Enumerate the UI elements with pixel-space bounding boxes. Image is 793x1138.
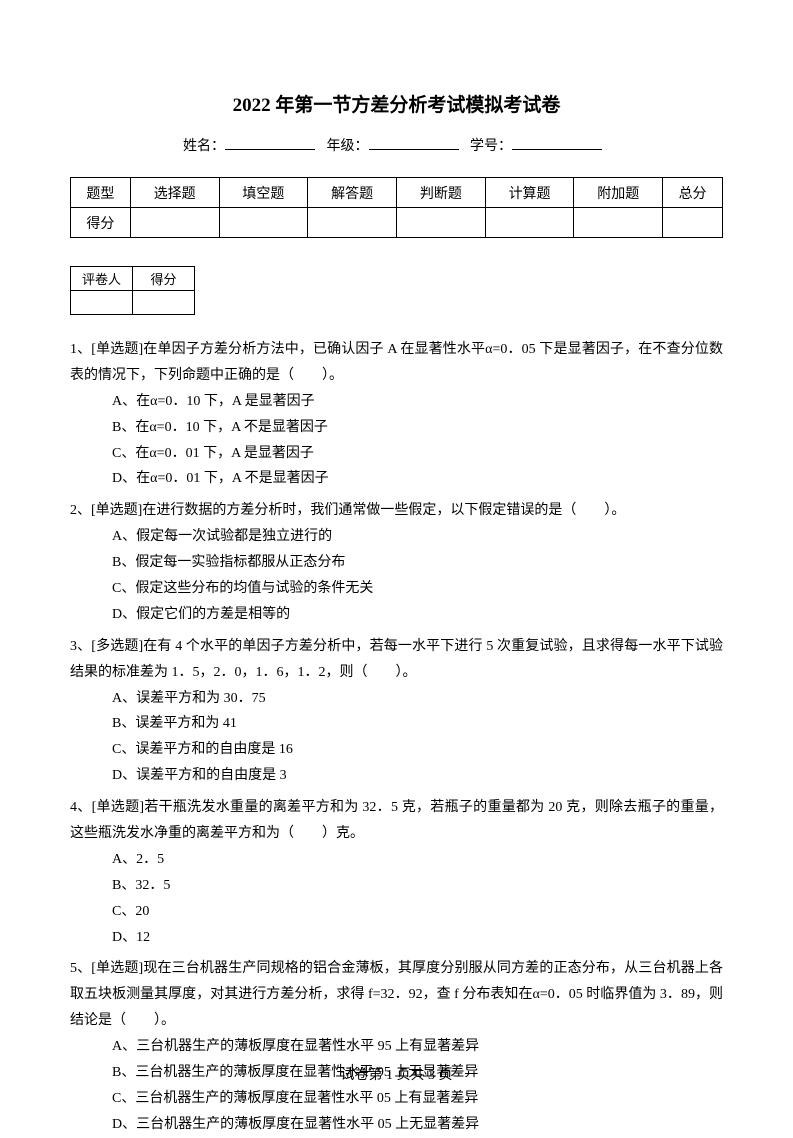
grade-blank[interactable] — [369, 149, 459, 150]
question-type: [单选题] — [91, 342, 143, 357]
option-a: A、2．5 — [70, 847, 723, 873]
question-type: [单选题] — [92, 800, 144, 815]
grade-label: 年级： — [327, 139, 369, 154]
question-text: 3、[多选题]在有 4 个水平的单因子方差分析中，若每一水平下进行 5 次重复试… — [70, 634, 723, 686]
score-cell[interactable] — [485, 208, 574, 238]
question-text: 5、[单选题]现在三台机器生产同规格的铝合金薄板，其厚度分别服从同方差的正态分布… — [70, 956, 723, 1034]
score-header-cell: 解答题 — [308, 178, 397, 208]
name-blank[interactable] — [225, 149, 315, 150]
option-b: B、32．5 — [70, 873, 723, 899]
score-cell[interactable] — [663, 208, 723, 238]
question-num: 5、 — [70, 961, 91, 976]
option-c: C、假定这些分布的均值与试验的条件无关 — [70, 576, 723, 602]
score-header-cell: 总分 — [663, 178, 723, 208]
option-a: A、误差平方和为 30．75 — [70, 686, 723, 712]
question-body: 在单因子方差分析方法中，已确认因子 A 在显著性水平α=0．05 下是显著因子，… — [70, 342, 723, 383]
score-cell[interactable] — [130, 208, 219, 238]
number-blank[interactable] — [512, 149, 602, 150]
grader-score-value[interactable] — [133, 291, 195, 315]
grader-label: 评卷人 — [71, 267, 133, 291]
score-header-cell: 题型 — [71, 178, 131, 208]
option-c: C、20 — [70, 899, 723, 925]
question-body: 若干瓶洗发水重量的离差平方和为 32．5 克，若瓶子的重量都为 20 克，则除去… — [70, 800, 723, 841]
questions-container: 1、[单选题]在单因子方差分析方法中，已确认因子 A 在显著性水平α=0．05 … — [70, 337, 723, 1138]
question-num: 1、 — [70, 342, 91, 357]
grader-table: 评卷人 得分 — [70, 266, 195, 315]
score-cell[interactable] — [219, 208, 308, 238]
option-c: C、在α=0．01 下，A 是显著因子 — [70, 441, 723, 467]
question-2: 2、[单选题]在进行数据的方差分析时，我们通常做一些假定，以下假定错误的是（ ）… — [70, 498, 723, 627]
student-info-line: 姓名： 年级： 学号： — [70, 135, 723, 155]
option-d: D、假定它们的方差是相等的 — [70, 602, 723, 628]
option-a: A、三台机器生产的薄板厚度在显著性水平 95 上有显著差异 — [70, 1034, 723, 1060]
question-3: 3、[多选题]在有 4 个水平的单因子方差分析中，若每一水平下进行 5 次重复试… — [70, 634, 723, 789]
question-num: 4、 — [70, 800, 92, 815]
name-label: 姓名： — [183, 139, 225, 154]
number-label: 学号： — [470, 139, 512, 154]
option-d: D、12 — [70, 925, 723, 951]
grader-value[interactable] — [71, 291, 133, 315]
score-row-label: 得分 — [71, 208, 131, 238]
score-table-header-row: 题型 选择题 填空题 解答题 判断题 计算题 附加题 总分 — [71, 178, 723, 208]
option-d: D、三台机器生产的薄板厚度在显著性水平 05 上无显著差异 — [70, 1112, 723, 1138]
question-num: 2、 — [70, 503, 91, 518]
question-type: [单选题] — [91, 503, 142, 518]
page-footer: 试卷第 1 页共 3 页 — [0, 1064, 793, 1084]
score-table-value-row: 得分 — [71, 208, 723, 238]
score-cell[interactable] — [574, 208, 663, 238]
question-num: 3、 — [70, 639, 91, 654]
question-4: 4、[单选题]若干瓶洗发水重量的离差平方和为 32．5 克，若瓶子的重量都为 2… — [70, 795, 723, 950]
question-1: 1、[单选题]在单因子方差分析方法中，已确认因子 A 在显著性水平α=0．05 … — [70, 337, 723, 492]
question-type: [单选题] — [91, 961, 143, 976]
option-c: C、三台机器生产的薄板厚度在显著性水平 05 上有显著差异 — [70, 1086, 723, 1112]
question-text: 2、[单选题]在进行数据的方差分析时，我们通常做一些假定，以下假定错误的是（ ）… — [70, 498, 723, 524]
grader-score-label: 得分 — [133, 267, 195, 291]
question-text: 1、[单选题]在单因子方差分析方法中，已确认因子 A 在显著性水平α=0．05 … — [70, 337, 723, 389]
score-header-cell: 选择题 — [130, 178, 219, 208]
option-d: D、误差平方和的自由度是 3 — [70, 763, 723, 789]
exam-title: 2022 年第一节方差分析考试模拟考试卷 — [70, 90, 723, 117]
option-b: B、在α=0．10 下，A 不是显著因子 — [70, 415, 723, 441]
question-type: [多选题] — [91, 639, 143, 654]
option-b: B、假定每一实验指标都服从正态分布 — [70, 550, 723, 576]
score-header-cell: 附加题 — [574, 178, 663, 208]
score-header-cell: 填空题 — [219, 178, 308, 208]
score-cell[interactable] — [308, 208, 397, 238]
score-cell[interactable] — [396, 208, 485, 238]
question-body: 现在三台机器生产同规格的铝合金薄板，其厚度分别服从同方差的正态分布，从三台机器上… — [70, 961, 723, 1028]
question-body: 在有 4 个水平的单因子方差分析中，若每一水平下进行 5 次重复试验，且求得每一… — [70, 639, 723, 680]
option-d: D、在α=0．01 下，A 不是显著因子 — [70, 466, 723, 492]
option-c: C、误差平方和的自由度是 16 — [70, 737, 723, 763]
question-body: 在进行数据的方差分析时，我们通常做一些假定，以下假定错误的是（ ）。 — [142, 503, 625, 518]
score-header-cell: 计算题 — [485, 178, 574, 208]
score-header-cell: 判断题 — [396, 178, 485, 208]
question-5: 5、[单选题]现在三台机器生产同规格的铝合金薄板，其厚度分别服从同方差的正态分布… — [70, 956, 723, 1137]
option-a: A、假定每一次试验都是独立进行的 — [70, 524, 723, 550]
option-a: A、在α=0．10 下，A 是显著因子 — [70, 389, 723, 415]
question-text: 4、[单选题]若干瓶洗发水重量的离差平方和为 32．5 克，若瓶子的重量都为 2… — [70, 795, 723, 847]
score-table: 题型 选择题 填空题 解答题 判断题 计算题 附加题 总分 得分 — [70, 177, 723, 238]
option-b: B、误差平方和为 41 — [70, 711, 723, 737]
